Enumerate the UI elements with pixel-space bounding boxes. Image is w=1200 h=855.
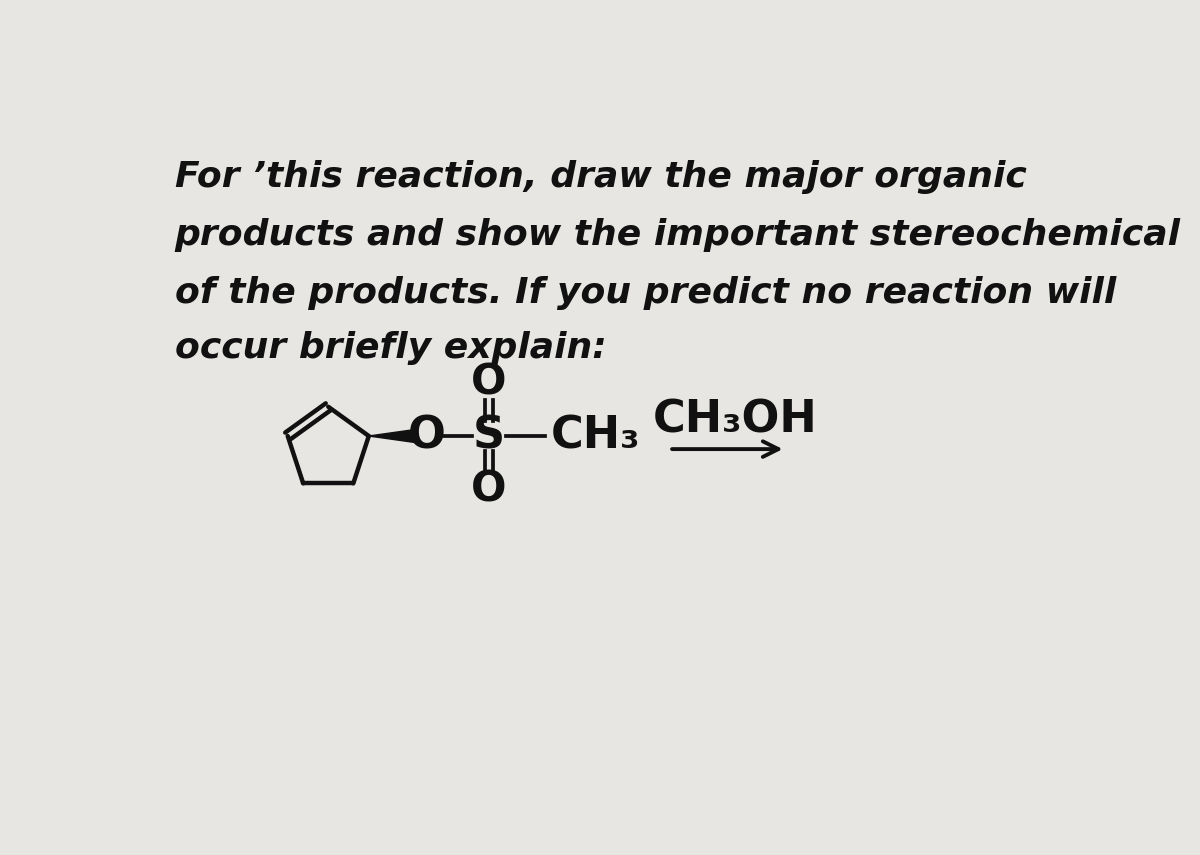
Text: products and show the important stereochemical: products and show the important stereoch… <box>175 218 1181 252</box>
Text: occur briefly explain:: occur briefly explain: <box>175 331 606 365</box>
Text: CH₃OH: CH₃OH <box>653 398 817 441</box>
Text: O: O <box>408 415 446 457</box>
Polygon shape <box>368 429 415 443</box>
Text: O: O <box>472 361 506 403</box>
Text: of the products. If you predict no reaction will: of the products. If you predict no react… <box>175 276 1116 310</box>
Text: S: S <box>473 415 505 457</box>
Text: For ’this reaction, draw the major organic: For ’this reaction, draw the major organ… <box>175 161 1026 194</box>
Text: CH₃: CH₃ <box>551 415 641 457</box>
Text: O: O <box>472 469 506 511</box>
